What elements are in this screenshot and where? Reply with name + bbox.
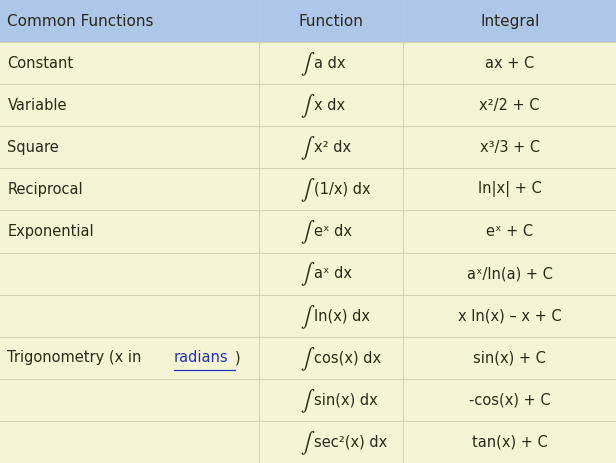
FancyBboxPatch shape: [403, 252, 616, 294]
FancyBboxPatch shape: [0, 379, 259, 421]
Text: Square: Square: [7, 140, 59, 155]
Text: ∫: ∫: [301, 430, 310, 454]
FancyBboxPatch shape: [0, 337, 259, 379]
Text: sin(x) + C: sin(x) + C: [473, 350, 546, 365]
FancyBboxPatch shape: [259, 211, 403, 252]
FancyBboxPatch shape: [0, 252, 259, 294]
FancyBboxPatch shape: [259, 169, 403, 211]
FancyBboxPatch shape: [403, 379, 616, 421]
Text: ∫: ∫: [301, 388, 310, 412]
Text: x³/3 + C: x³/3 + C: [480, 140, 540, 155]
Text: ∫: ∫: [301, 51, 310, 75]
Text: aˣ dx: aˣ dx: [314, 266, 352, 281]
Text: x ln(x) – x + C: x ln(x) – x + C: [458, 308, 562, 323]
Text: x²/2 + C: x²/2 + C: [479, 98, 540, 113]
Text: x dx: x dx: [314, 98, 345, 113]
Text: ax + C: ax + C: [485, 56, 534, 71]
FancyBboxPatch shape: [259, 294, 403, 337]
FancyBboxPatch shape: [403, 42, 616, 84]
Text: Trigonometry (x in: Trigonometry (x in: [7, 350, 147, 365]
FancyBboxPatch shape: [403, 294, 616, 337]
FancyBboxPatch shape: [403, 421, 616, 463]
Text: ∫: ∫: [301, 304, 310, 327]
Text: Constant: Constant: [7, 56, 73, 71]
Text: ): ): [235, 350, 240, 365]
Text: Integral: Integral: [480, 13, 540, 29]
FancyBboxPatch shape: [0, 42, 259, 84]
Text: ln|x| + C: ln|x| + C: [478, 181, 541, 197]
FancyBboxPatch shape: [259, 42, 403, 84]
Text: (1/x) dx: (1/x) dx: [314, 182, 370, 197]
FancyBboxPatch shape: [403, 126, 616, 169]
FancyBboxPatch shape: [259, 252, 403, 294]
Text: radians: radians: [174, 350, 229, 365]
Text: ∫: ∫: [301, 94, 310, 117]
Text: Exponential: Exponential: [7, 224, 94, 239]
Text: cos(x) dx: cos(x) dx: [314, 350, 381, 365]
FancyBboxPatch shape: [0, 126, 259, 169]
FancyBboxPatch shape: [0, 84, 259, 126]
FancyBboxPatch shape: [403, 337, 616, 379]
FancyBboxPatch shape: [0, 0, 259, 42]
Text: x² dx: x² dx: [314, 140, 351, 155]
FancyBboxPatch shape: [403, 84, 616, 126]
FancyBboxPatch shape: [0, 169, 259, 211]
Text: ln(x) dx: ln(x) dx: [314, 308, 370, 323]
Text: eˣ + C: eˣ + C: [486, 224, 533, 239]
Text: Variable: Variable: [7, 98, 67, 113]
Text: a dx: a dx: [314, 56, 346, 71]
FancyBboxPatch shape: [259, 84, 403, 126]
Text: Function: Function: [299, 13, 363, 29]
Text: sec²(x) dx: sec²(x) dx: [314, 434, 387, 450]
Text: -cos(x) + C: -cos(x) + C: [469, 392, 551, 407]
FancyBboxPatch shape: [259, 126, 403, 169]
Text: Common Functions: Common Functions: [7, 13, 154, 29]
Text: eˣ dx: eˣ dx: [314, 224, 352, 239]
Text: sin(x) dx: sin(x) dx: [314, 392, 378, 407]
FancyBboxPatch shape: [0, 294, 259, 337]
FancyBboxPatch shape: [403, 0, 616, 42]
Text: ∫: ∫: [301, 177, 310, 201]
Text: ∫: ∫: [301, 219, 310, 244]
FancyBboxPatch shape: [0, 211, 259, 252]
FancyBboxPatch shape: [0, 421, 259, 463]
FancyBboxPatch shape: [259, 0, 403, 42]
Text: ∫: ∫: [301, 346, 310, 369]
FancyBboxPatch shape: [259, 337, 403, 379]
FancyBboxPatch shape: [403, 211, 616, 252]
FancyBboxPatch shape: [259, 421, 403, 463]
Text: ∫: ∫: [301, 262, 310, 286]
Text: ∫: ∫: [301, 136, 310, 159]
Text: aˣ/ln(a) + C: aˣ/ln(a) + C: [467, 266, 553, 281]
Text: Reciprocal: Reciprocal: [7, 182, 83, 197]
FancyBboxPatch shape: [259, 379, 403, 421]
Text: tan(x) + C: tan(x) + C: [472, 434, 548, 450]
FancyBboxPatch shape: [403, 169, 616, 211]
